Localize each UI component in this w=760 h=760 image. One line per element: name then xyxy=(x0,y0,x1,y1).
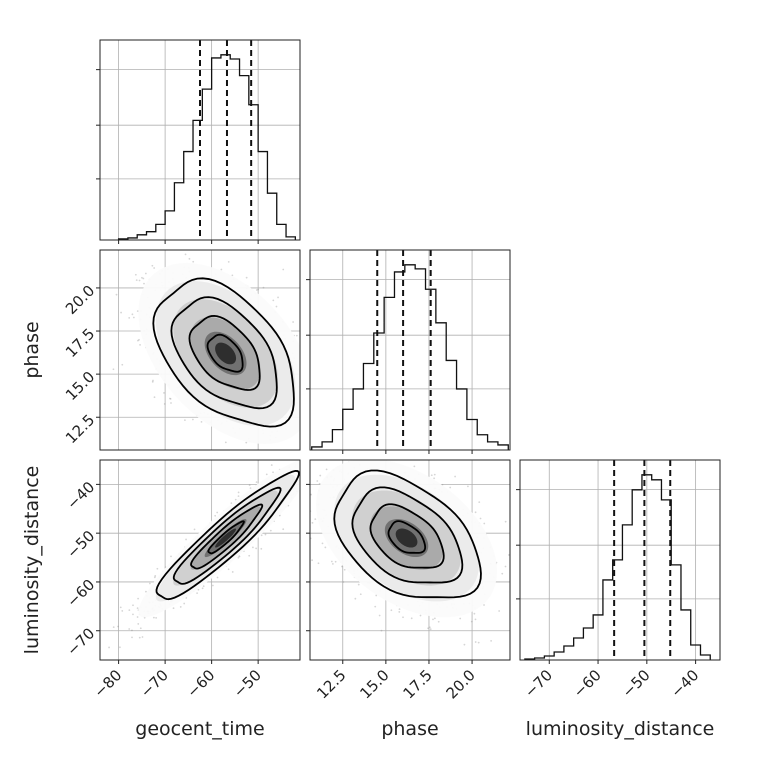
scatter-panel-geocent_time-luminosity_distance xyxy=(99,459,301,661)
x-tick-label: −60 xyxy=(570,666,605,701)
y-axis-title: phase xyxy=(21,321,43,378)
contour-line xyxy=(351,486,464,584)
contour-line xyxy=(172,486,282,585)
y-tick-label: −60 xyxy=(63,576,98,611)
panel-frame xyxy=(309,459,511,661)
histogram-bars xyxy=(117,54,296,240)
panel-frame xyxy=(99,249,301,451)
x-tick-label: 20.0 xyxy=(443,666,479,702)
x-tick-label: 17.5 xyxy=(399,666,435,702)
panel-frame xyxy=(519,459,721,661)
contour-line xyxy=(170,296,278,410)
y-tick-label: −50 xyxy=(63,527,98,562)
x-tick-label: −40 xyxy=(667,666,702,701)
density-level xyxy=(215,528,237,548)
panel-frame xyxy=(99,39,301,241)
x-tick-label: 15.0 xyxy=(356,666,392,702)
scatter-panel-phase-luminosity_distance xyxy=(309,459,511,661)
histogram-bars xyxy=(311,264,509,450)
y-tick-label: 12.5 xyxy=(62,411,98,447)
y-tick-label: −40 xyxy=(63,478,98,513)
scatter-panel-geocent_time-phase xyxy=(99,249,301,451)
x-tick-label: −80 xyxy=(90,666,125,701)
y-tick-label: −70 xyxy=(63,624,98,659)
contour-line xyxy=(152,277,295,428)
contour-line xyxy=(387,520,427,554)
contour-line xyxy=(188,314,261,391)
y-tick-label: 20.0 xyxy=(62,282,98,318)
histogram-bars xyxy=(524,474,711,660)
panel-content xyxy=(108,460,300,649)
histogram-panel-geocent_time xyxy=(96,39,301,241)
x-tick-label: −70 xyxy=(521,666,556,701)
contour-line xyxy=(333,469,482,599)
contour-line xyxy=(207,520,245,555)
contour-line xyxy=(206,333,244,373)
panel-content xyxy=(112,253,300,450)
contour-line xyxy=(155,470,300,601)
y-axis-title: luminosity_distance xyxy=(21,466,43,655)
x-axis-title: geocent_time xyxy=(135,718,264,740)
x-tick-label: −50 xyxy=(619,666,654,701)
panel-frame xyxy=(99,459,301,661)
contour-line xyxy=(369,503,445,569)
density-level xyxy=(395,528,418,548)
x-tick-label: 12.5 xyxy=(313,666,349,702)
contour-line xyxy=(190,503,264,570)
y-tick-label: 15.0 xyxy=(62,368,98,404)
panel-content xyxy=(310,460,510,646)
histogram-panel-luminosity_distance xyxy=(516,459,721,661)
y-tick-label: 17.5 xyxy=(62,325,98,361)
x-tick-label: −60 xyxy=(183,666,218,701)
x-tick-label: −70 xyxy=(137,666,172,701)
x-axis-title: phase xyxy=(381,718,438,740)
x-axis-title: luminosity_distance xyxy=(526,718,715,740)
panel-frame xyxy=(309,249,511,451)
density-level xyxy=(215,342,237,365)
histogram-panel-phase xyxy=(306,249,511,451)
x-tick-label: −50 xyxy=(230,666,265,701)
